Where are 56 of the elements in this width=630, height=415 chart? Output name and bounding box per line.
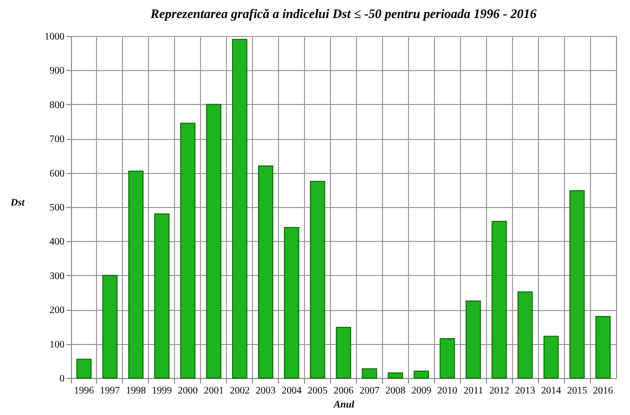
bar [466,300,481,378]
bar [232,38,248,378]
x-tick-label: 2006 [334,386,354,396]
bar [388,372,404,378]
bar [336,326,352,378]
x-tick-label: 2009 [411,386,432,396]
y-tick-label: 100 [50,339,64,350]
bar [154,213,170,378]
x-tick-label: 2000 [178,386,198,396]
x-tick-label: 2004 [282,386,302,396]
x-tick-label: 2013 [515,386,536,396]
bar [492,220,507,378]
y-tick-label: 400 [50,236,64,248]
x-tick-label: 2001 [204,386,224,396]
y-tick-label: 500 [50,202,64,214]
bar [310,180,326,378]
y-tick-label: 600 [50,168,64,180]
x-tick-label: 2005 [308,386,328,396]
x-tick-label: 2016 [593,386,614,396]
bar [206,104,222,378]
y-tick-label: 300 [50,270,64,282]
bar [440,338,455,378]
y-tick-label: 0 [60,374,64,384]
bar [414,370,429,378]
bar [518,291,533,378]
x-tick-label: 2010 [437,386,458,396]
x-tick-label: 2002 [230,386,250,396]
chart-title: Reprezentarea grafică a indicelui Dst ≤ -50 pentru perioada 1996 - 2016 [150,6,537,21]
y-tick-label: 200 [50,305,64,316]
bar [102,274,118,378]
bar [569,190,585,378]
y-tick-label: 800 [50,100,64,111]
bar [595,316,611,378]
x-tick-label: 2007 [359,386,380,396]
bar [180,122,196,378]
bar [362,368,378,378]
y-tick-label: 1000 [44,32,64,42]
x-tick-label: 1998 [126,386,146,396]
y-tick-label: 900 [50,66,64,77]
y-tick-label: 700 [50,134,64,146]
x-tick-label: 1999 [152,386,172,396]
x-tick-label: 2012 [489,386,510,396]
x-tick-label: 1997 [100,386,120,396]
x-tick-label: 2014 [541,386,562,396]
y-axis-title: Dst [10,198,26,208]
bar [543,336,559,378]
bar [76,358,92,378]
x-tick-label: 2008 [385,386,406,396]
x-tick-label: 2015 [567,386,588,396]
x-axis-title: Anul [332,400,355,410]
x-tick-label: 2011 [463,386,484,396]
x-tick-label: 2003 [256,386,276,396]
bar [128,170,144,378]
x-tick-label: 1996 [74,386,94,396]
bar [258,165,274,378]
bar [284,227,300,378]
